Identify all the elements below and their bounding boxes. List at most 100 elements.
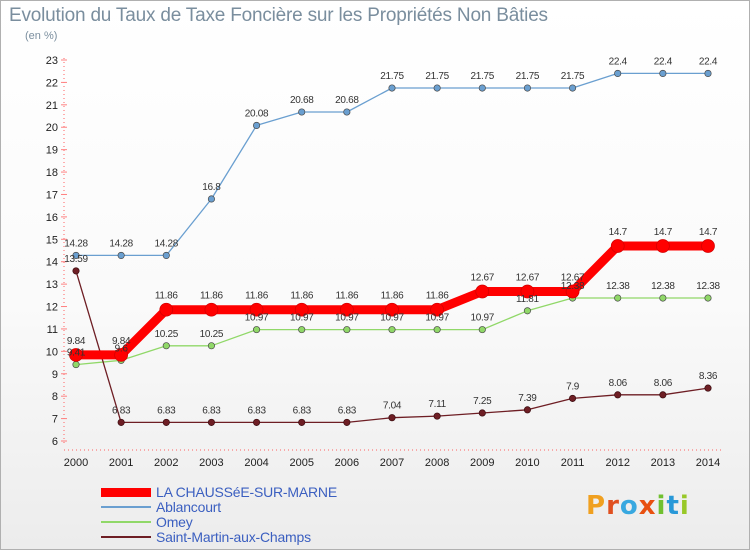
- data-point: [430, 302, 444, 317]
- data-label: 16.8: [202, 182, 221, 193]
- data-label: 8.06: [654, 378, 673, 389]
- data-label: 22.4: [654, 56, 673, 67]
- data-point: [162, 251, 170, 259]
- data-label: 14.7: [609, 227, 628, 238]
- data-label: 6.83: [202, 405, 221, 416]
- logo-letter: r: [606, 491, 620, 521]
- data-label: 11.86: [155, 291, 179, 302]
- legend-label: Saint-Martin-aux-Champs: [156, 529, 311, 545]
- legend-label: Ablancourt: [156, 499, 221, 515]
- data-point: [207, 195, 215, 203]
- data-label: 9.84: [112, 336, 131, 347]
- legend-label: LA CHAUSSéE-SUR-MARNE: [156, 484, 337, 500]
- data-labels: 14.28 14.28 14.28 16.8 20.08 20.68 20.68 21.75 2…: [64, 56, 721, 416]
- axes: 6 7 8 9 10 11 12 13 14 15 16 17 18 19 20 21 22 23 2000 2001…: [46, 55, 721, 469]
- data-point: [340, 302, 354, 317]
- x-tick-label: 2011: [561, 457, 585, 469]
- data-label: 10.97: [380, 313, 404, 324]
- series-3: [72, 267, 712, 426]
- data-label: 20.68: [335, 95, 359, 106]
- y-tick-label: 9: [52, 369, 58, 381]
- data-point: [523, 84, 531, 92]
- data-point: [659, 69, 667, 77]
- data-label: 21.75: [471, 71, 495, 82]
- data-point: [388, 84, 396, 92]
- data-label: 14.7: [699, 227, 718, 238]
- data-point: [114, 348, 128, 362]
- data-label: 20.08: [245, 108, 269, 119]
- data-point: [388, 326, 396, 334]
- data-point: [207, 418, 215, 426]
- data-label: 9.41: [67, 348, 86, 359]
- data-point: [701, 239, 715, 253]
- data-point: [117, 251, 125, 259]
- data-point: [162, 342, 170, 350]
- data-point: [249, 302, 264, 317]
- logo-letter: i: [656, 491, 667, 521]
- data-label: 11.86: [290, 291, 314, 302]
- data-label: 7.25: [473, 396, 492, 407]
- y-tick-label: 20: [46, 122, 58, 134]
- data-label: 21.75: [425, 71, 449, 82]
- data-point: [704, 69, 712, 77]
- series-1: [72, 69, 712, 259]
- data-point: [478, 84, 486, 92]
- data-point: [385, 302, 399, 317]
- data-label: 21.75: [561, 71, 585, 82]
- data-label: 12.38: [606, 281, 630, 292]
- data-point: [614, 294, 622, 302]
- y-tick-label: 17: [46, 189, 58, 201]
- y-tick-label: 13: [46, 279, 58, 291]
- data-point: [565, 284, 580, 299]
- data-point: [656, 239, 670, 253]
- data-label: 7.9: [566, 381, 580, 392]
- data-point: [478, 409, 486, 417]
- logo-letter: x: [638, 491, 657, 521]
- data-label: 7.11: [428, 399, 446, 410]
- y-tick-label: 11: [47, 324, 58, 336]
- data-point: [433, 326, 441, 334]
- x-tick-label: 2001: [109, 457, 133, 469]
- legend-swatch-omey: [101, 521, 151, 523]
- data-label: 11.86: [335, 291, 359, 302]
- data-label: 10.25: [155, 329, 179, 340]
- data-point: [569, 84, 577, 92]
- data-point: [704, 384, 712, 392]
- data-label: 12.67: [471, 273, 495, 284]
- x-tick-label: 2008: [425, 457, 449, 469]
- data-point: [72, 267, 80, 275]
- data-point: [569, 394, 577, 402]
- data-label: 14.28: [155, 238, 179, 249]
- y-tick-label: 23: [46, 55, 58, 67]
- data-label: 10.97: [425, 313, 449, 324]
- data-label: 7.04: [383, 401, 402, 412]
- data-point: [253, 418, 261, 426]
- proxiti-logo: Proxiti: [586, 491, 690, 521]
- y-tick-label: 8: [52, 391, 58, 403]
- data-point: [294, 302, 309, 317]
- data-label: 12.38: [696, 281, 720, 292]
- y-tick-label: 21: [46, 100, 58, 112]
- data-label: 6.83: [157, 405, 176, 416]
- data-point: [614, 391, 622, 399]
- data-point: [475, 284, 490, 299]
- data-label: 11.86: [381, 291, 405, 302]
- x-tick-label: 2007: [380, 457, 404, 469]
- y-tick-label: 6: [52, 436, 58, 448]
- data-label: 8.36: [699, 371, 718, 382]
- data-point: [343, 418, 351, 426]
- data-point: [343, 326, 351, 334]
- data-point: [117, 418, 125, 426]
- data-point: [207, 342, 215, 350]
- legend-swatch-ablancourt: [101, 506, 151, 508]
- data-point: [298, 326, 306, 334]
- data-label: 11.86: [200, 291, 224, 302]
- data-label: 12.67: [561, 273, 585, 284]
- x-tick-label: 2009: [470, 457, 494, 469]
- legend-label: Omey: [156, 514, 193, 530]
- data-point: [614, 69, 622, 77]
- y-tick-label: 7: [52, 414, 58, 426]
- data-label: 11.81: [516, 294, 540, 305]
- data-label: 6.83: [338, 405, 357, 416]
